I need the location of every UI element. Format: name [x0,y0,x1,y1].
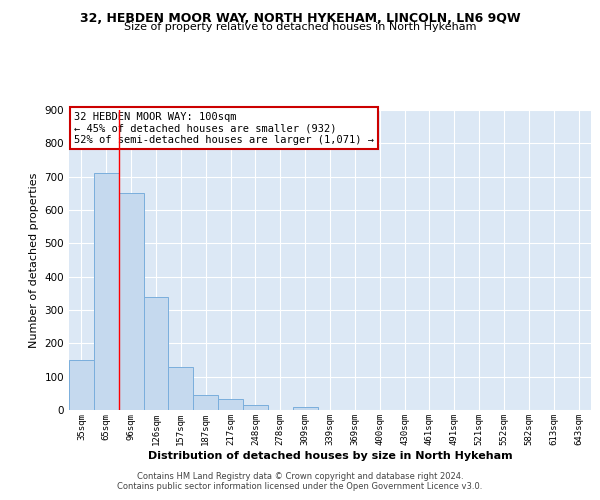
Y-axis label: Number of detached properties: Number of detached properties [29,172,39,348]
Bar [243,405,268,410]
Bar [293,408,317,410]
X-axis label: Distribution of detached houses by size in North Hykeham: Distribution of detached houses by size … [148,450,512,460]
Bar [119,194,143,410]
Bar [193,395,218,410]
Bar [143,296,169,410]
Bar [94,174,119,410]
Text: Contains HM Land Registry data © Crown copyright and database right 2024.: Contains HM Land Registry data © Crown c… [137,472,463,481]
Text: Contains public sector information licensed under the Open Government Licence v3: Contains public sector information licen… [118,482,482,491]
Text: Size of property relative to detached houses in North Hykeham: Size of property relative to detached ho… [124,22,476,32]
Text: 32, HEBDEN MOOR WAY, NORTH HYKEHAM, LINCOLN, LN6 9QW: 32, HEBDEN MOOR WAY, NORTH HYKEHAM, LINC… [80,12,520,26]
Bar [169,366,193,410]
Bar [218,400,243,410]
Text: 32 HEBDEN MOOR WAY: 100sqm
← 45% of detached houses are smaller (932)
52% of sem: 32 HEBDEN MOOR WAY: 100sqm ← 45% of deta… [74,112,374,144]
Bar [69,360,94,410]
